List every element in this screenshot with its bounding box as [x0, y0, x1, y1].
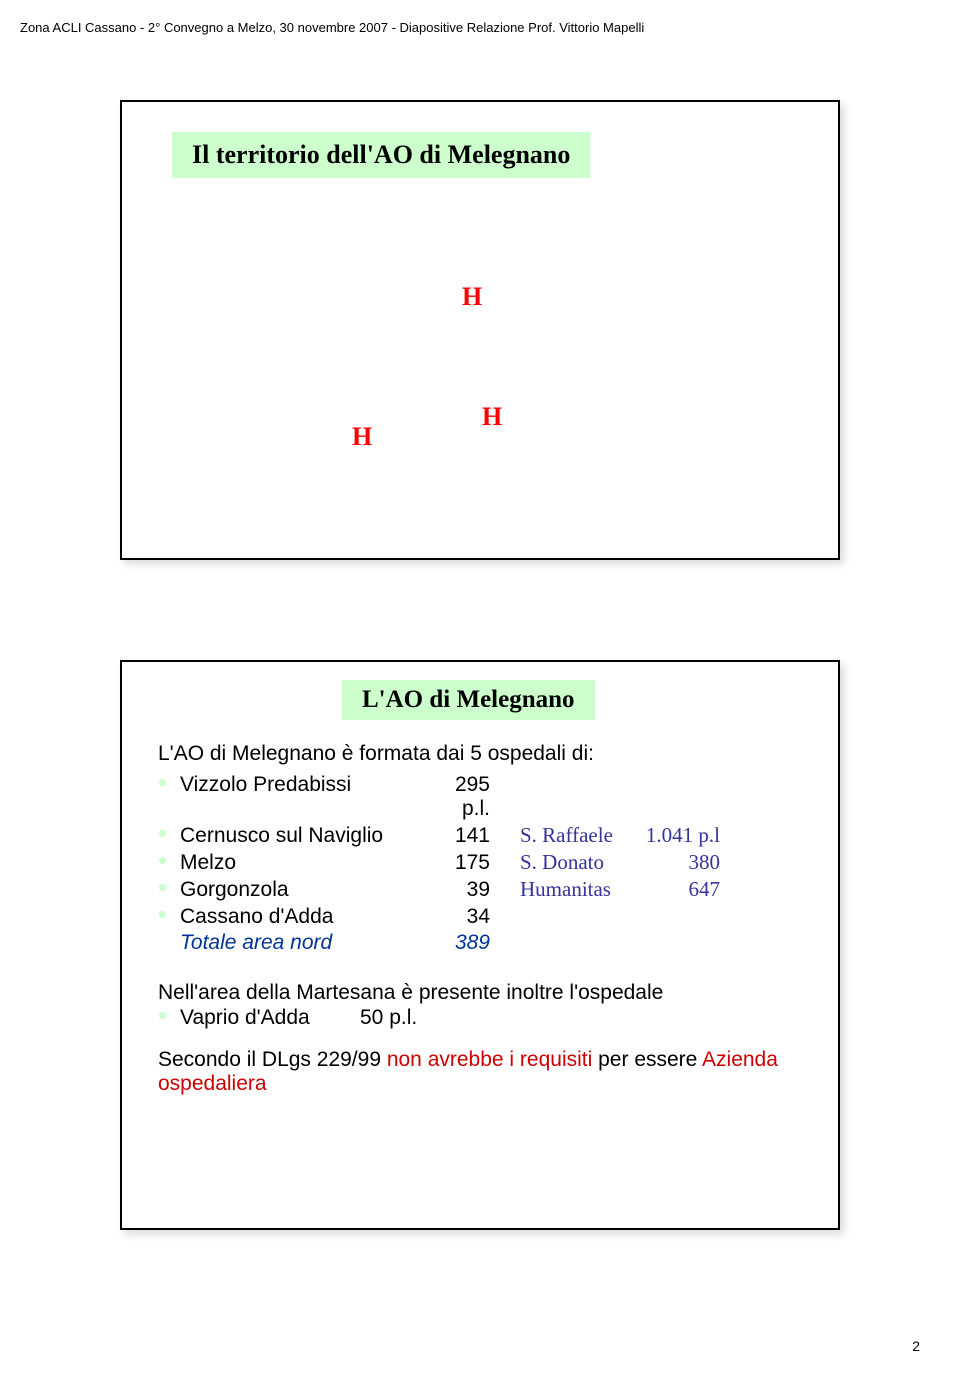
hospital-row: • Cernusco sul Naviglio 141 S. Raffaele … — [158, 823, 802, 848]
note-pre: Secondo il DLgs 229/99 — [158, 1048, 387, 1071]
martesana-text: Nell'area della Martesana è presente ino… — [158, 981, 802, 1005]
hospital-row: • Cassano d'Adda 34 — [158, 904, 802, 929]
map-marker-h2: H — [482, 402, 502, 432]
bullet-icon: • — [158, 772, 180, 793]
slide-2: L'AO di Melegnano L'AO di Melegnano è fo… — [120, 660, 840, 1230]
bullet-icon: • — [158, 850, 180, 871]
page-header: Zona ACLI Cassano - 2° Convegno a Melzo,… — [20, 20, 644, 35]
hospital-row: • Melzo 175 S. Donato 380 — [158, 850, 802, 875]
hospital-extra-name: S. Donato — [490, 850, 640, 875]
vaprio-name: Vaprio d'Adda — [180, 1006, 360, 1030]
hospital-value: 39 — [430, 878, 490, 902]
map-marker-h3: H — [352, 422, 372, 452]
hospital-name: Cernusco sul Naviglio — [180, 824, 430, 848]
slide-1: Il territorio dell'AO di Melegnano H H H — [120, 100, 840, 560]
vaprio-value: 50 p.l. — [360, 1006, 417, 1030]
total-label: Totale area nord — [180, 931, 430, 955]
hospital-value: 34 — [430, 905, 490, 929]
total-row: Totale area nord 389 — [158, 931, 802, 955]
total-value: 389 — [430, 931, 490, 955]
hospital-name: Gorgonzola — [180, 878, 430, 902]
bullet-icon: • — [158, 877, 180, 898]
vaprio-row: • Vaprio d'Adda 50 p.l. — [158, 1005, 802, 1030]
hospital-extra-value: 1.041 p.l — [640, 823, 720, 848]
hospital-name: Vizzolo Predabissi — [180, 773, 430, 797]
hospital-value: 175 — [430, 851, 490, 875]
hospital-row: • Vizzolo Predabissi 295 p.l. — [158, 772, 802, 821]
slide-1-title: Il territorio dell'AO di Melegnano — [172, 132, 590, 178]
slide-2-title: L'AO di Melegnano — [342, 680, 595, 720]
page: Zona ACLI Cassano - 2° Convegno a Melzo,… — [0, 0, 960, 1374]
page-number: 2 — [912, 1338, 920, 1354]
hospital-extra-name: S. Raffaele — [490, 823, 640, 848]
note-post: per essere — [592, 1048, 702, 1071]
hospital-name: Melzo — [180, 851, 430, 875]
bullet-icon: • — [158, 823, 180, 844]
hospital-name: Cassano d'Adda — [180, 905, 430, 929]
slide-2-body: L'AO di Melegnano è formata dai 5 ospeda… — [158, 742, 802, 1096]
hospital-value: 141 — [430, 824, 490, 848]
hospital-extra-value: 647 — [640, 877, 720, 902]
note-red-1: non avrebbe i requisiti — [387, 1048, 592, 1071]
note-text: Secondo il DLgs 229/99 non avrebbe i req… — [158, 1048, 802, 1096]
bullet-icon: • — [158, 904, 180, 925]
hospital-extra-value: 380 — [640, 850, 720, 875]
lead-text: L'AO di Melegnano è formata dai 5 ospeda… — [158, 742, 802, 766]
hospital-value: 295 p.l. — [430, 773, 490, 821]
map-marker-h1: H — [462, 282, 482, 312]
hospital-extra-name: Humanitas — [490, 877, 640, 902]
hospital-row: • Gorgonzola 39 Humanitas 647 — [158, 877, 802, 902]
bullet-icon: • — [158, 1005, 180, 1026]
